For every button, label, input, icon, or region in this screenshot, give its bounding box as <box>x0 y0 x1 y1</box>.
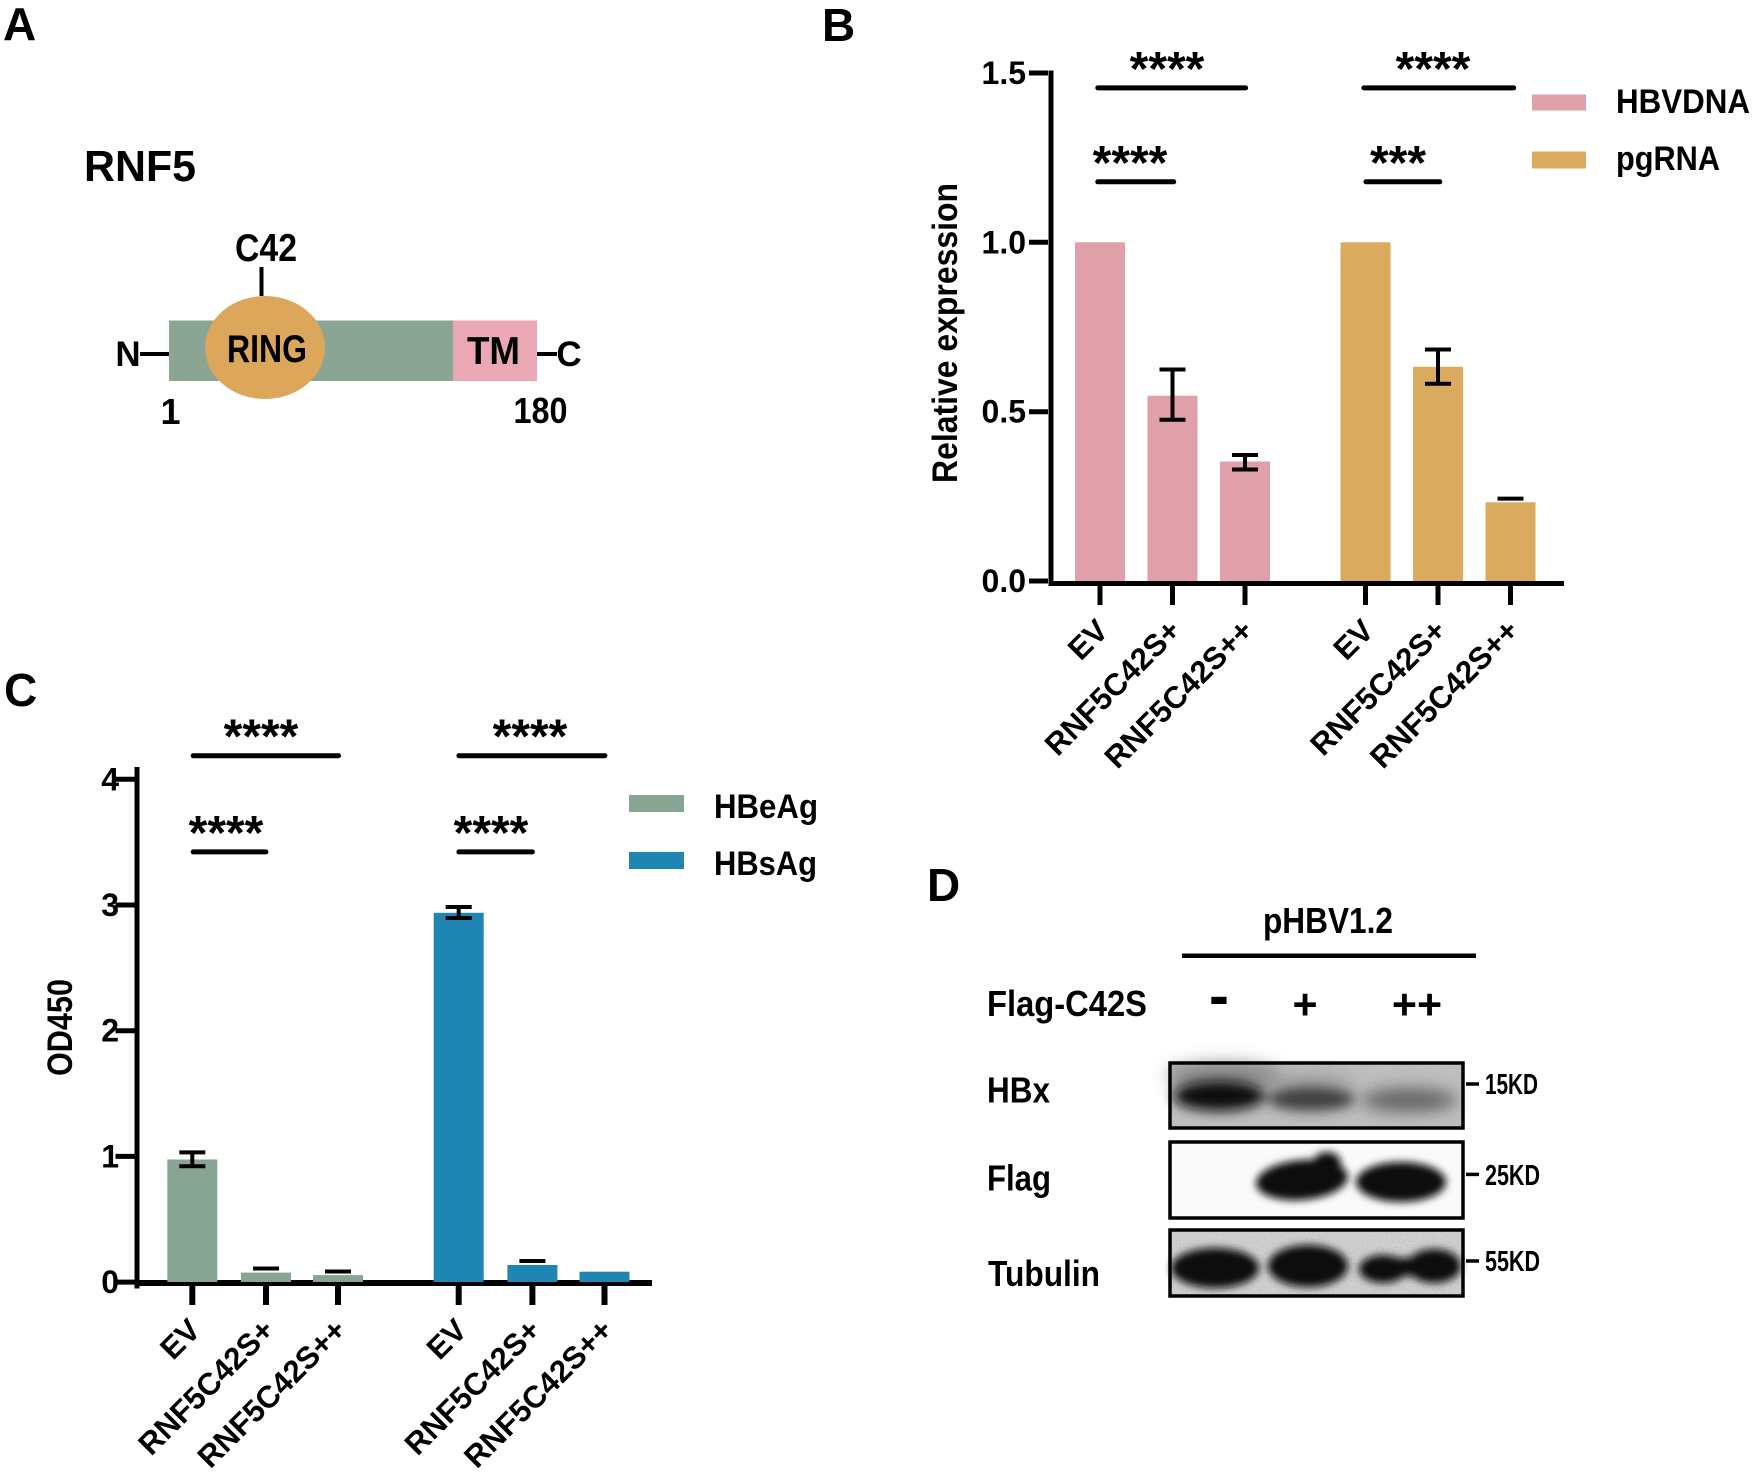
svg-text:HBsAg: HBsAg <box>714 845 817 883</box>
svg-text:pgRNA: pgRNA <box>1616 140 1720 178</box>
svg-text:HBeAg: HBeAg <box>714 788 818 826</box>
svg-text:RING: RING <box>227 328 307 371</box>
svg-text:EV: EV <box>420 1312 474 1366</box>
svg-text:****: **** <box>1130 43 1205 96</box>
svg-text:Flag: Flag <box>987 1158 1051 1199</box>
svg-text:OD450: OD450 <box>41 979 80 1076</box>
svg-text:2: 2 <box>101 1013 119 1049</box>
svg-text:Flag-C42S: Flag-C42S <box>987 983 1147 1024</box>
svg-text:N: N <box>115 335 140 374</box>
svg-text:1.0: 1.0 <box>982 224 1026 260</box>
svg-text:****: **** <box>493 711 568 764</box>
svg-text:B: B <box>822 0 855 51</box>
svg-text:EV: EV <box>153 1312 207 1366</box>
svg-text:0.0: 0.0 <box>982 563 1026 599</box>
svg-text:Tubulin: Tubulin <box>988 1253 1100 1294</box>
svg-text:****: **** <box>1093 137 1168 190</box>
svg-text:1: 1 <box>160 391 180 432</box>
svg-text:15KD: 15KD <box>1485 1069 1538 1101</box>
svg-text:***: *** <box>1370 137 1426 190</box>
svg-text:HBVDNA: HBVDNA <box>1616 83 1750 121</box>
svg-text:HBx: HBx <box>987 1070 1050 1111</box>
svg-text:C: C <box>4 664 37 716</box>
svg-text:TM: TM <box>467 330 520 373</box>
svg-text:C42: C42 <box>235 227 297 270</box>
svg-text:55KD: 55KD <box>1485 1246 1540 1278</box>
svg-text:+: + <box>1292 981 1317 1029</box>
svg-text:EV: EV <box>1326 612 1380 666</box>
svg-text:-: - <box>1209 962 1229 1029</box>
svg-text:C: C <box>556 335 581 374</box>
svg-text:D: D <box>927 859 960 911</box>
svg-text:1.5: 1.5 <box>982 55 1026 91</box>
svg-text:****: **** <box>224 711 299 764</box>
svg-text:0.5: 0.5 <box>982 394 1026 430</box>
svg-text:pHBV1.2: pHBV1.2 <box>1263 900 1393 941</box>
svg-text:A: A <box>3 0 36 50</box>
svg-text:0: 0 <box>101 1264 119 1300</box>
svg-text:3: 3 <box>101 887 119 923</box>
svg-text:25KD: 25KD <box>1485 1160 1540 1192</box>
svg-text:****: **** <box>454 807 529 860</box>
svg-text:EV: EV <box>1061 612 1115 666</box>
svg-text:****: **** <box>1396 43 1471 96</box>
svg-text:++: ++ <box>1392 981 1442 1029</box>
svg-text:****: **** <box>189 807 264 860</box>
svg-text:RNF5: RNF5 <box>84 142 196 191</box>
svg-text:4: 4 <box>101 761 119 797</box>
svg-text:1: 1 <box>101 1138 119 1174</box>
svg-text:180: 180 <box>514 390 568 431</box>
svg-text:Relative expression: Relative expression <box>926 183 965 483</box>
